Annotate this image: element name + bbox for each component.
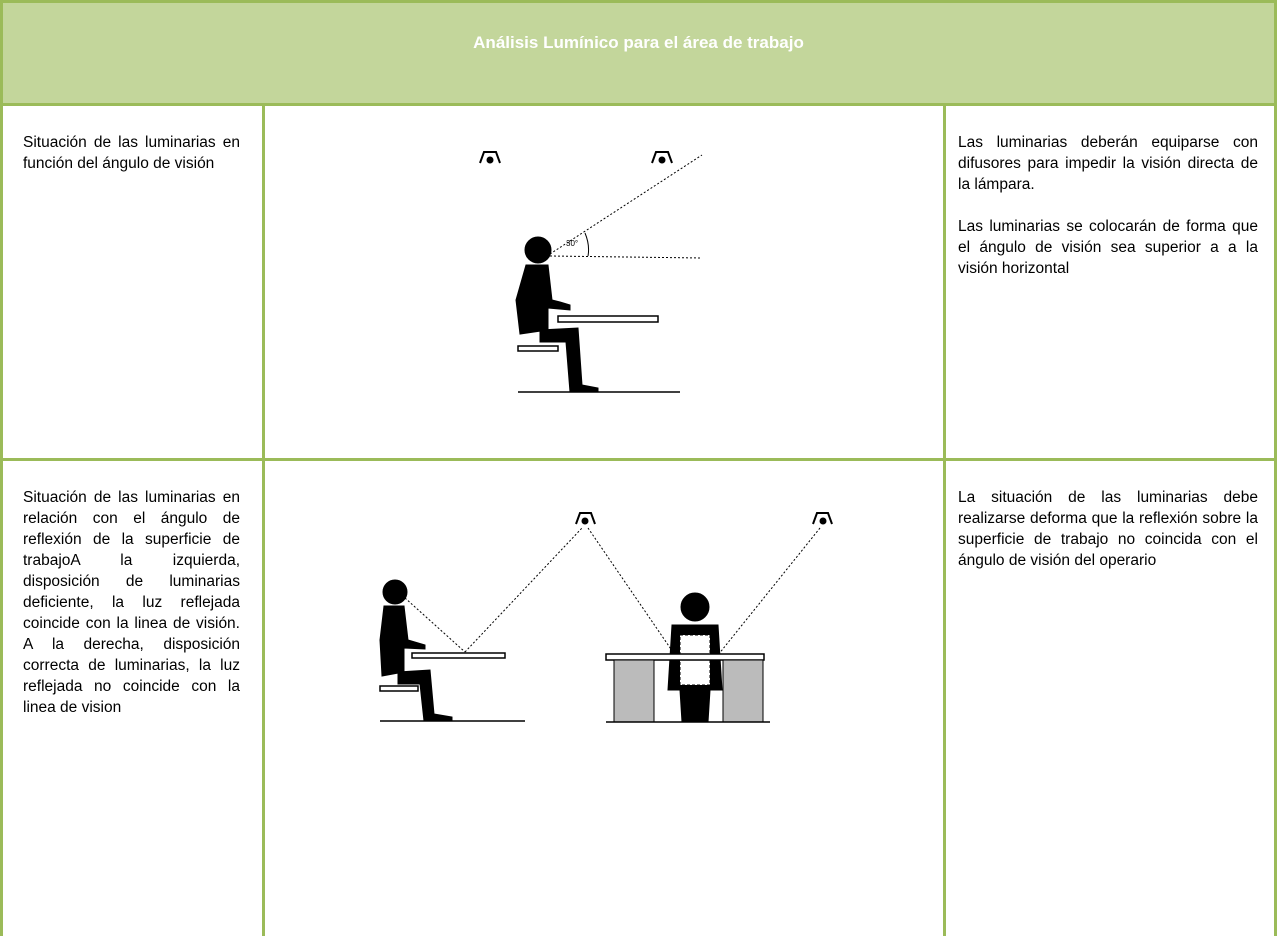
angle-arc [584, 232, 590, 257]
cell [943, 458, 1277, 936]
sight-line [549, 255, 703, 259]
figure-viewing-angle: 30° [479, 151, 703, 393]
legs [539, 327, 599, 393]
reflection-line [464, 527, 583, 653]
head [382, 579, 408, 605]
lamp [812, 512, 833, 525]
desk-leg [722, 659, 764, 723]
lamp [575, 512, 596, 525]
chair [379, 685, 419, 692]
table-header: Análisis Lumínico para el área de trabaj… [0, 0, 1277, 106]
paragraph: Las luminarias deberán equiparse con dif… [958, 134, 1258, 193]
lamp-bulb [819, 517, 827, 525]
legs [397, 669, 453, 722]
reflection-line [717, 527, 821, 656]
chair [517, 345, 559, 352]
paragraph: La situación de las luminarias debe real… [958, 489, 1258, 569]
paragraph: Las luminarias se colocarán de forma que… [958, 218, 1258, 277]
lamp-bulb [581, 517, 589, 525]
head [680, 592, 710, 622]
reflection-line [587, 527, 676, 656]
row-description: La situación de las luminarias debe real… [958, 487, 1258, 592]
figure-reflection [379, 512, 833, 723]
row-label: Situación de las luminarias en relación … [23, 489, 240, 716]
desk [557, 315, 659, 323]
title: Análisis Lumínico para el área de trabaj… [473, 33, 804, 52]
desk [411, 652, 506, 659]
sight-line [404, 597, 466, 653]
desk-leg [613, 659, 655, 723]
body [515, 264, 571, 335]
body [379, 605, 426, 677]
row-label: Situación de las luminarias en función d… [23, 134, 240, 172]
lamp-bulb [658, 156, 666, 164]
lamp [651, 151, 673, 164]
lamp-bulb [486, 156, 494, 164]
head [524, 236, 552, 264]
desk [605, 653, 765, 661]
angle-label: 30° [566, 239, 578, 248]
row-description: Las luminarias deberán equiparse con dif… [958, 132, 1258, 300]
lamp [479, 151, 501, 164]
